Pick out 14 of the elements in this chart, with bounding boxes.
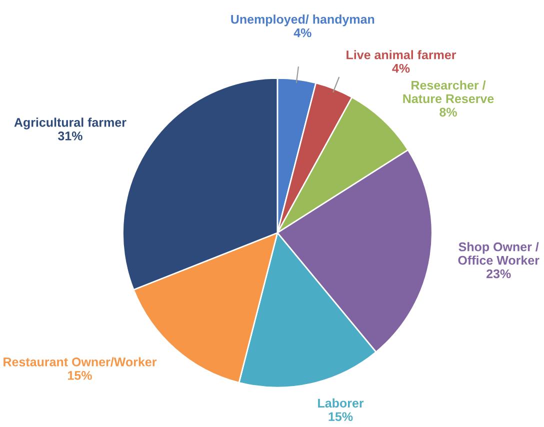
slice-label: Researcher / Nature Reserve	[403, 80, 494, 104]
data-label: 4%	[294, 28, 312, 38]
slice-label: Live animal farmer	[346, 50, 456, 60]
data-label: 15%	[328, 412, 353, 422]
slice-label: Restaurant Owner/Worker	[4, 357, 157, 367]
slice-label: Shop Owner / Office Worker	[458, 242, 540, 265]
data-label: 4%	[392, 64, 410, 73]
slice-label: Unemployed/ handyman	[231, 14, 374, 26]
slice-label: Laborer	[318, 398, 364, 408]
data-label: 23%	[486, 269, 511, 278]
data-label: 31%	[58, 132, 82, 140]
data-label: 15%	[68, 371, 92, 380]
slice-label: Agricultural farmer	[14, 118, 126, 130]
data-label: 8%	[440, 108, 457, 117]
